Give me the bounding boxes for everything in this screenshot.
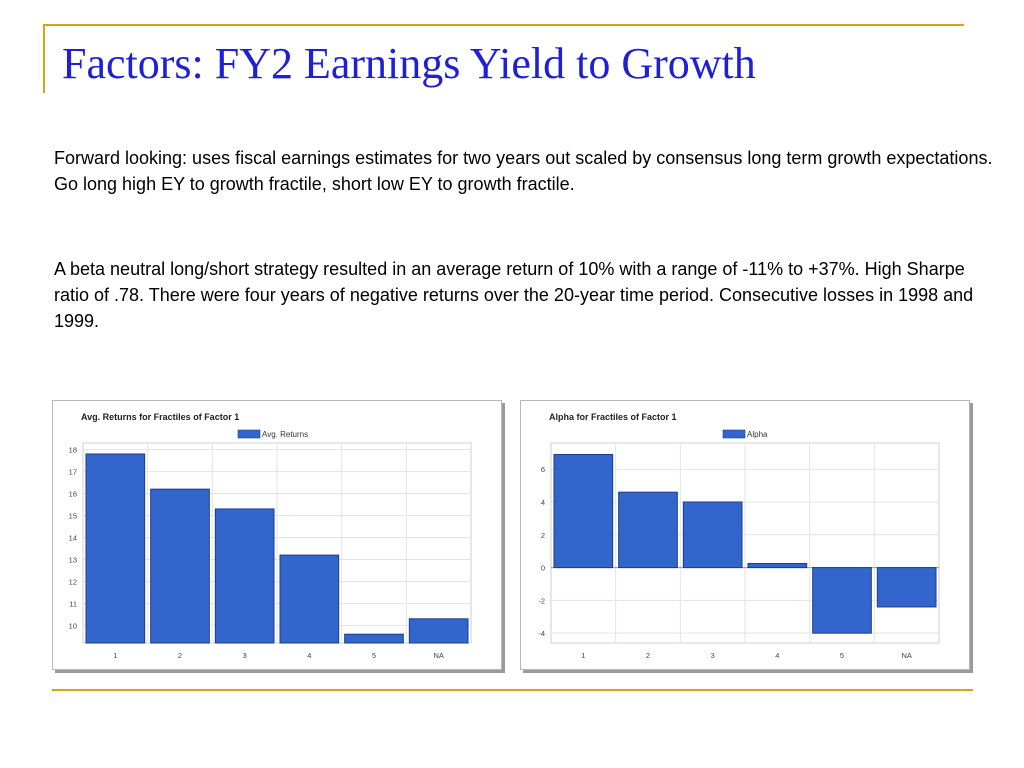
avg-returns-bar-2 <box>150 488 210 644</box>
alpha-bar-5 <box>812 567 872 634</box>
y-tick-label: 18 <box>69 446 77 455</box>
y-tick-label: 12 <box>69 577 77 586</box>
avg-returns-chart: Avg. Returns for Fractiles of Factor 1 Av… <box>69 412 472 660</box>
y-tick-label: 0 <box>541 564 545 573</box>
alpha-bar-1 <box>553 453 614 569</box>
y-tick-label: 6 <box>541 465 545 474</box>
y-tick-label: 15 <box>69 512 77 521</box>
y-tick-label: 14 <box>69 534 77 543</box>
legend-swatch <box>237 429 261 439</box>
left-accent-line <box>43 24 45 93</box>
y-tick-label: 17 <box>69 468 77 477</box>
avg-returns-bar-4 <box>279 554 340 644</box>
chart-title: Avg. Returns for Fractiles of Factor 1 <box>81 412 239 422</box>
x-tick-label: 4 <box>775 651 779 660</box>
y-tick-label: -4 <box>538 629 545 638</box>
x-tick-label: NA <box>433 651 443 660</box>
alpha-bar-2 <box>618 491 678 569</box>
y-tick-label: 4 <box>541 498 545 507</box>
y-tick-label: 10 <box>69 621 77 630</box>
avg-returns-bar-5 <box>344 633 404 644</box>
y-tick-label: -2 <box>538 596 545 605</box>
x-tick-label: 3 <box>243 651 247 660</box>
description-paragraph-1: Forward looking: uses fiscal earnings es… <box>54 148 993 194</box>
alpha-chart: Alpha for Fractiles of Factor 1 Alpha -4 -2… <box>538 412 940 660</box>
avg-returns-bar-1 <box>85 453 146 644</box>
bottom-accent-line <box>52 689 973 691</box>
x-tick-label: 2 <box>178 651 182 660</box>
legend-label: Alpha <box>747 430 768 439</box>
x-tick-label: 1 <box>113 651 117 660</box>
x-tick-label: NA <box>901 651 911 660</box>
x-tick-label: 3 <box>711 651 715 660</box>
y-tick-label: 2 <box>541 531 545 540</box>
legend-swatch <box>722 429 746 439</box>
x-tick-label: 4 <box>307 651 311 660</box>
x-tick-label: 2 <box>646 651 650 660</box>
avg-returns-chart-panel: Avg. Returns for Fractiles of Factor 1 Av… <box>52 400 502 670</box>
x-tick-label: 5 <box>840 651 844 660</box>
x-tick-label: 1 <box>581 651 585 660</box>
y-tick-label: 11 <box>69 599 77 608</box>
alpha-bar-na <box>876 567 937 608</box>
description-paragraph-2: A beta neutral long/short strategy resul… <box>54 259 974 331</box>
avg-returns-bar-3 <box>214 508 275 644</box>
alpha-chart-panel: Alpha for Fractiles of Factor 1 Alpha -4 -2… <box>520 400 970 670</box>
alpha-bar-3 <box>682 501 743 569</box>
legend-label: Avg. Returns <box>262 430 308 439</box>
y-tick-label: 13 <box>69 555 77 564</box>
x-tick-label: 5 <box>372 651 376 660</box>
alpha-bar-4 <box>747 562 808 569</box>
avg-returns-bar-na <box>408 618 469 644</box>
slide-title: Factors: FY2 Earnings Yield to Growth <box>62 39 756 88</box>
chart-title: Alpha for Fractiles of Factor 1 <box>549 412 677 422</box>
y-tick-label: 16 <box>69 490 77 499</box>
top-accent-line <box>43 24 964 26</box>
